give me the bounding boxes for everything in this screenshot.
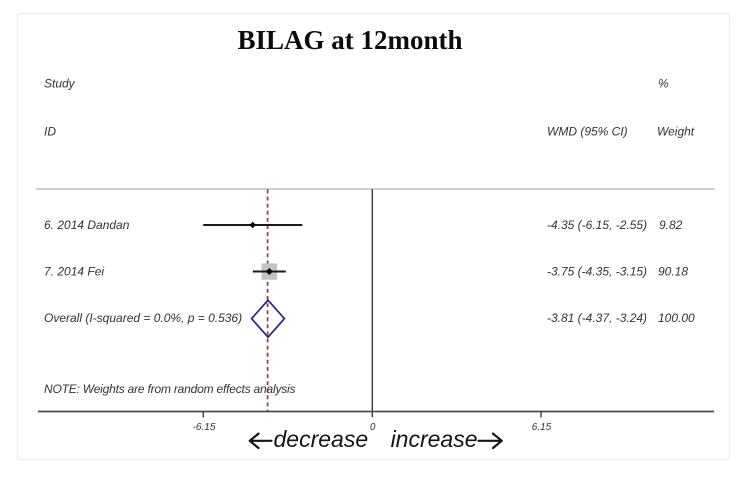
svg-text:6.15: 6.15: [532, 422, 552, 433]
svg-text:WMD (95% CI): WMD (95% CI): [547, 125, 628, 139]
svg-text:Study: Study: [44, 77, 76, 91]
svg-text:-3.81 (-4.37, -3.24): -3.81 (-4.37, -3.24): [547, 311, 647, 325]
svg-text:9.82: 9.82: [659, 218, 683, 232]
svg-text:NOTE: Weights are from random: NOTE: Weights are from random effects an…: [44, 382, 296, 396]
svg-text:90.18: 90.18: [658, 265, 688, 279]
svg-text:-6.15: -6.15: [193, 422, 216, 433]
svg-text:BILAG at 12month: BILAG at 12month: [237, 25, 462, 55]
svg-text:increase: increase: [391, 426, 478, 452]
svg-text:Overall (I-squared = 0.0%, p: Overall (I-squared = 0.0%, p = 0.536): [44, 311, 242, 325]
svg-text:ID: ID: [44, 125, 56, 139]
svg-text:6. 2014 Dandan: 6. 2014 Dandan: [44, 218, 130, 232]
svg-text:decrease: decrease: [274, 426, 369, 452]
svg-text:0: 0: [370, 422, 376, 433]
svg-text:7. 2014 Fei: 7. 2014 Fei: [44, 265, 104, 279]
svg-text:%: %: [658, 77, 669, 91]
svg-text:100.00: 100.00: [658, 311, 695, 325]
svg-text:Weight: Weight: [657, 125, 695, 139]
svg-text:-3.75 (-4.35, -3.15): -3.75 (-4.35, -3.15): [547, 265, 647, 279]
svg-text:-4.35 (-6.15, -2.55): -4.35 (-6.15, -2.55): [547, 218, 647, 232]
